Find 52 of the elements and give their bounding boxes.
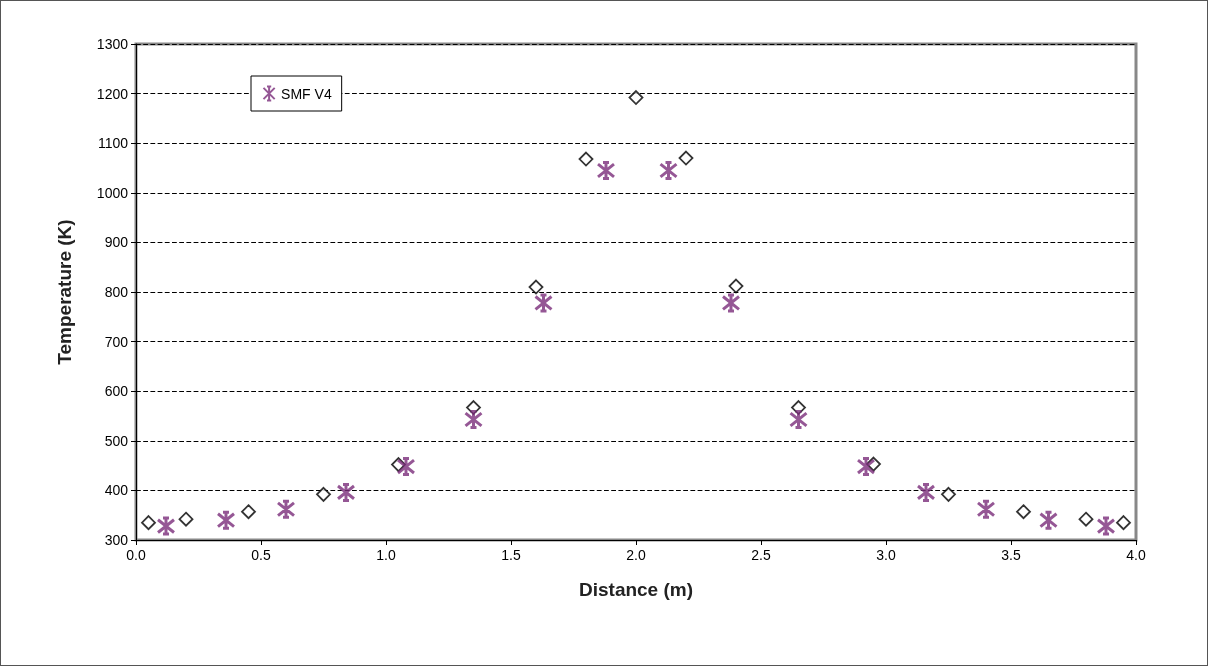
point <box>789 409 808 429</box>
point <box>941 486 956 502</box>
x-tick-label: 3.0 <box>876 547 896 563</box>
y-tick-label: 500 <box>104 432 129 449</box>
y-tick-label: 900 <box>104 234 129 251</box>
point <box>178 511 194 527</box>
point <box>1078 511 1094 527</box>
point <box>336 482 356 502</box>
y-tick-label: 1100 <box>97 135 129 152</box>
y-tick-label: 400 <box>104 482 129 499</box>
point <box>156 516 176 536</box>
x-tick-label: 0.5 <box>251 547 271 563</box>
point <box>528 279 544 295</box>
point <box>534 293 553 313</box>
point <box>396 457 416 477</box>
point <box>856 457 876 477</box>
x-tick-label: 1.0 <box>376 547 396 563</box>
point <box>596 160 616 180</box>
legend-label: SMF V4 <box>281 85 332 102</box>
y-axis-title: Temperature (K) <box>54 219 75 365</box>
y-tick-label: 800 <box>104 284 129 300</box>
x-tick-label: 2.5 <box>751 547 771 563</box>
point <box>721 293 741 313</box>
x-tick-label: 4.0 <box>1126 547 1146 563</box>
point <box>276 499 296 519</box>
y-tick-label: 600 <box>104 383 129 400</box>
x-axis-title: Distance (m) <box>578 579 694 600</box>
point <box>1016 504 1031 520</box>
point <box>659 160 678 180</box>
point <box>678 150 694 166</box>
x-tick-label: 1.5 <box>501 547 521 563</box>
x-tick-label: 2.0 <box>626 547 646 563</box>
y-tick-label: 1000 <box>96 184 129 201</box>
point <box>1116 515 1131 531</box>
x-tick-label: 3.5 <box>1001 547 1021 563</box>
y-tick-label: 700 <box>104 333 129 350</box>
point <box>464 409 483 429</box>
point <box>241 504 256 520</box>
y-tick-label: 1200 <box>96 85 129 102</box>
point <box>578 151 594 167</box>
point <box>316 486 331 502</box>
point <box>141 515 156 531</box>
point <box>216 510 236 530</box>
point <box>1096 516 1116 536</box>
point <box>1039 510 1058 530</box>
y-tick-label: 300 <box>104 532 129 548</box>
y-tick-label: 1300 <box>96 36 129 52</box>
point <box>728 278 744 294</box>
point <box>976 499 996 519</box>
x-tick-label: 0.0 <box>126 547 146 563</box>
point <box>628 90 644 105</box>
point <box>916 482 936 502</box>
